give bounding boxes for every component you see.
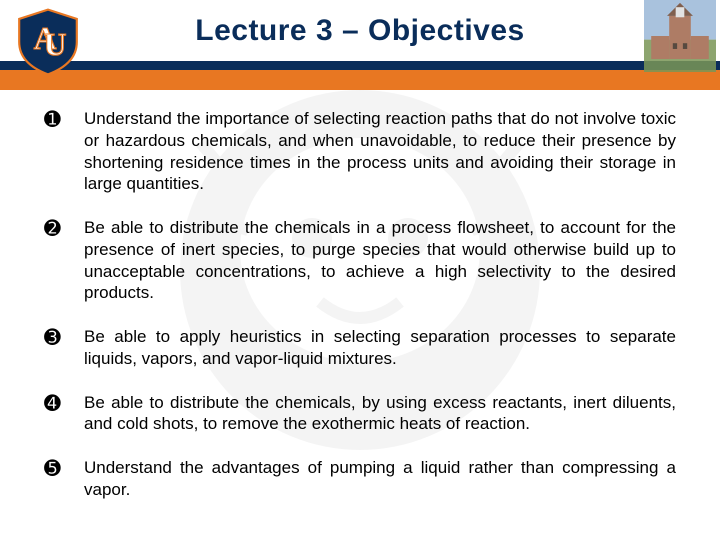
objective-text: Be able to apply heuristics in selecting…: [84, 326, 676, 370]
bullet-icon: ➊: [44, 108, 84, 132]
slide-header: A U Lecture 3 – Objectives: [0, 0, 720, 90]
objective-text: Be able to distribute the chemicals, by …: [84, 392, 676, 436]
slide-title: Lecture 3 – Objectives: [0, 14, 720, 48]
list-item: ➌ Be able to apply heuristics in selecti…: [44, 326, 676, 370]
objectives-list: ➊ Understand the importance of selecting…: [0, 90, 720, 533]
bullet-icon: ➌: [44, 326, 84, 350]
list-item: ➎ Understand the advantages of pumping a…: [44, 457, 676, 501]
bullet-icon: ➍: [44, 392, 84, 416]
list-item: ➊ Understand the importance of selecting…: [44, 108, 676, 195]
building-tower-icon: [644, 0, 716, 72]
samford-hall-image: [644, 0, 716, 72]
objective-text: Understand the importance of selecting r…: [84, 108, 676, 195]
list-item: ➋ Be able to distribute the chemicals in…: [44, 217, 676, 304]
list-item: ➍ Be able to distribute the chemicals, b…: [44, 392, 676, 436]
bullet-icon: ➋: [44, 217, 84, 241]
objective-text: Understand the advantages of pumping a l…: [84, 457, 676, 501]
bullet-icon: ➎: [44, 457, 84, 481]
objective-text: Be able to distribute the chemicals in a…: [84, 217, 676, 304]
